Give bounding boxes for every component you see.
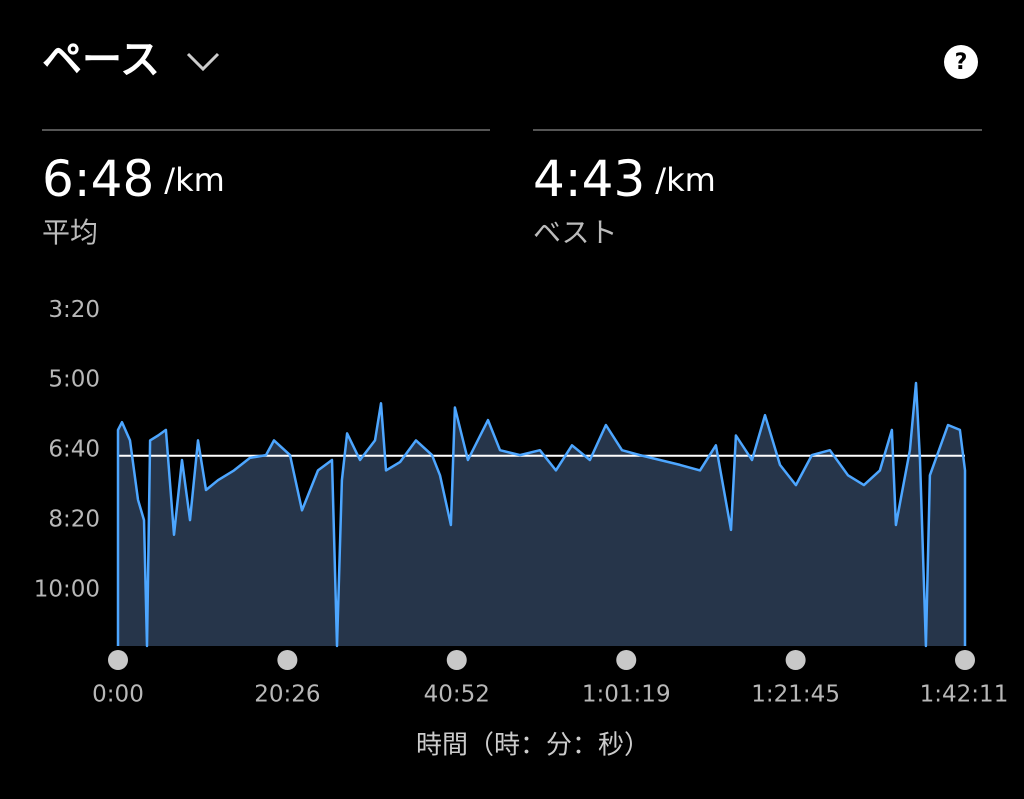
stat-unit: /km [655,161,715,199]
stat-average: 6:48/km [42,150,225,208]
stat-unit: /km [164,161,224,199]
y-tick-label: 5:00 [48,367,100,393]
x-tick-dot [446,650,467,670]
stat-value: 6:48 [42,150,154,208]
stat-label: 平均 [42,216,98,249]
x-tick-label: 1:21:45 [751,682,840,708]
y-tick-label: 8:20 [48,507,100,533]
x-tick-dot [277,650,298,670]
pace-line [116,381,967,648]
metric-title[interactable]: ペース [42,37,160,83]
stat-value: 4:43 [533,150,645,208]
area-fill [118,383,965,646]
help-mark: ? [955,50,968,75]
x-tick-dot [955,650,975,670]
stat-label: ベスト [533,216,618,249]
y-tick-label: 10:00 [34,577,100,603]
x-tick-dot [616,650,637,670]
x-axis-label: 時間（時：分：秒） [416,731,650,761]
x-tick-label: 1:42:11 [920,682,1009,708]
y-tick-label: 3:20 [48,297,100,323]
help-icon[interactable]: ? [944,45,978,79]
x-tick-label: 1:01:19 [582,682,671,708]
stat-best: 4:43/km [533,150,716,208]
dropdown-chevron[interactable] [186,52,220,72]
x-tick-label: 0:00 [92,682,144,708]
x-tick-dot [785,650,806,670]
y-tick-label: 6:40 [48,437,100,463]
x-tick-label: 40:52 [424,682,490,708]
x-tick-dot [108,650,128,670]
help-circle [944,45,978,79]
x-tick-label: 20:26 [254,682,320,708]
